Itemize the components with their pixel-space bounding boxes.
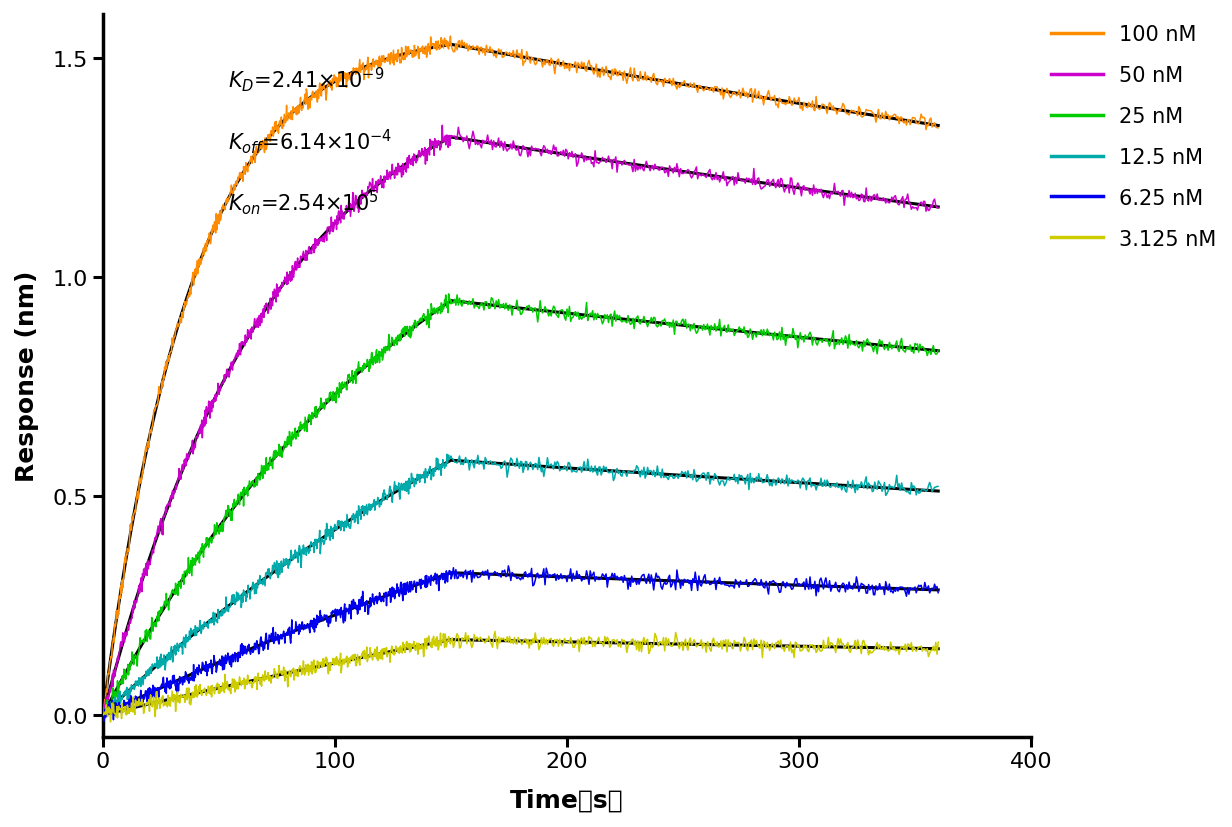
Legend: 100 nM, 50 nM, 25 nM, 12.5 nM, 6.25 nM, 3.125 nM: 100 nM, 50 nM, 25 nM, 12.5 nM, 6.25 nM, … [1051, 26, 1217, 249]
Text: $K_{on}$=2.54×10$^{5}$: $K_{on}$=2.54×10$^{5}$ [228, 189, 379, 217]
X-axis label: Time（s）: Time（s） [510, 788, 623, 812]
Text: $K_D$=2.41×10$^{-9}$: $K_D$=2.41×10$^{-9}$ [228, 65, 384, 94]
Y-axis label: Response (nm): Response (nm) [15, 270, 39, 481]
Text: $K_{off}$=6.14×10$^{-4}$: $K_{off}$=6.14×10$^{-4}$ [228, 127, 393, 155]
